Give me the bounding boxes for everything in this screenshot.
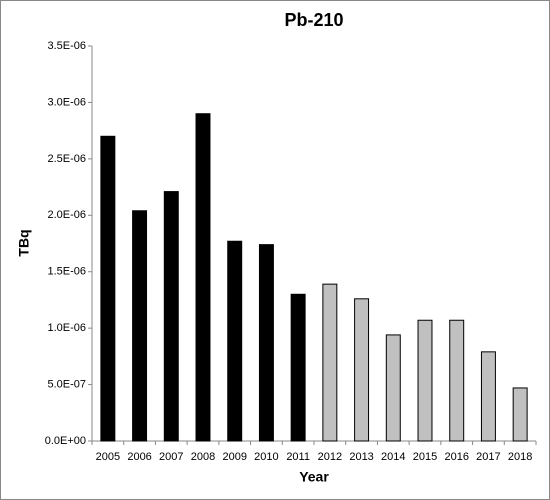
x-tick-label: 2017: [476, 451, 500, 463]
y-tick-label: 3.0E-06: [47, 96, 86, 108]
y-tick-label: 1.5E-06: [47, 266, 86, 278]
x-tick-label: 2009: [222, 451, 246, 463]
y-tick-label: 3.5E-06: [47, 40, 86, 52]
x-tick-label: 2013: [349, 451, 373, 463]
bar: [132, 210, 148, 442]
x-tick-label: 2008: [191, 451, 215, 463]
bar: [195, 113, 211, 442]
y-axis-title: TBq: [16, 229, 32, 256]
bar: [480, 351, 496, 442]
x-tick-label: 2010: [254, 451, 278, 463]
bar: [100, 135, 116, 442]
x-tick-label: 2016: [444, 451, 468, 463]
y-tick-label: 5.0E-07: [47, 378, 86, 390]
bar: [385, 334, 401, 442]
x-tick-label: 2005: [96, 451, 120, 463]
x-tick-label: 2006: [127, 451, 151, 463]
bar: [163, 191, 179, 442]
y-tick-label: 0.0E+00: [45, 435, 86, 447]
y-tick-label: 2.0E-06: [47, 209, 86, 221]
bar: [258, 244, 274, 442]
chart-title: Pb-210: [284, 10, 343, 30]
bar: [227, 240, 243, 442]
x-tick-label: 2007: [159, 451, 183, 463]
bar: [290, 293, 306, 442]
x-tick-label: 2012: [318, 451, 342, 463]
y-tick-label: 2.5E-06: [47, 153, 86, 165]
x-tick-label: 2014: [381, 451, 405, 463]
bar: [322, 283, 338, 442]
bar: [449, 319, 465, 442]
y-tick-label: 1.0E-06: [47, 322, 86, 334]
bar: [354, 298, 370, 442]
x-axis-title: Year: [299, 469, 329, 485]
bar: [417, 319, 433, 442]
x-tick-label: 2011: [286, 451, 310, 463]
x-tick-label: 2018: [508, 451, 532, 463]
x-tick-label: 2015: [413, 451, 437, 463]
bar: [512, 387, 528, 442]
